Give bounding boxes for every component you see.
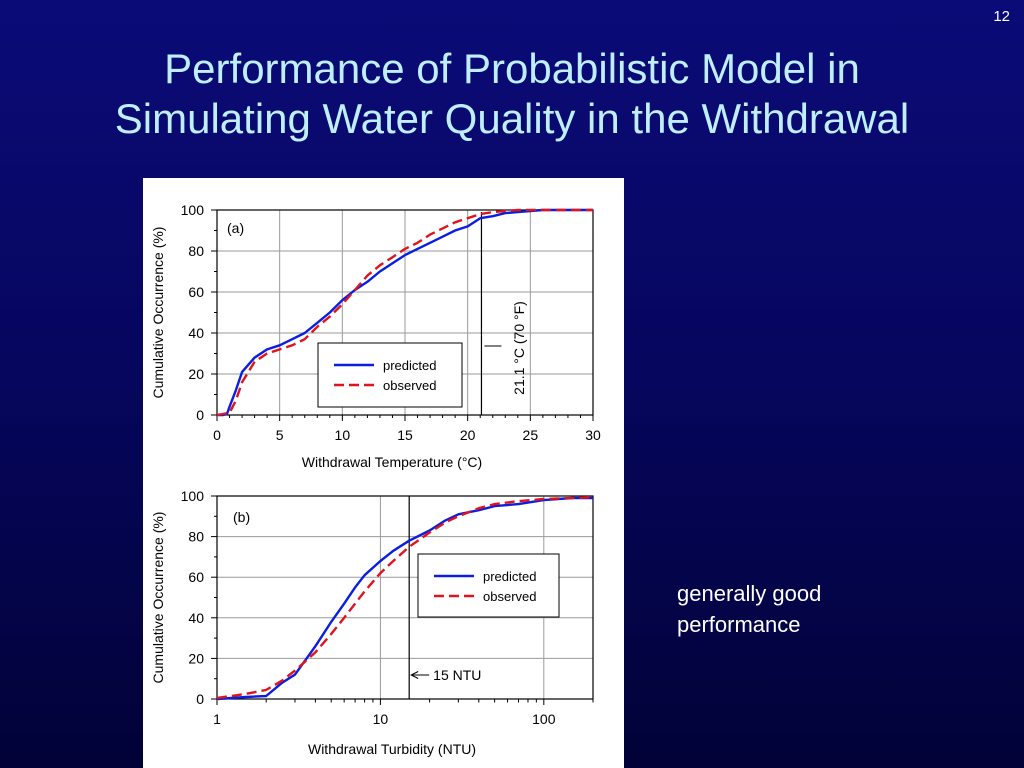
legend-box <box>417 553 560 618</box>
x-axis-label: Withdrawal Turbidity (NTU) <box>308 741 476 757</box>
chart-a: 0 5 10 15 20 25 30 0 20 40 60 80 100 Withdrawal Tempe… <box>150 202 601 470</box>
legend-box <box>317 342 463 408</box>
figure-panel: 0 5 10 15 20 25 30 0 20 40 60 80 100 Withdrawal Tempe… <box>143 178 624 768</box>
y-tick-label: 100 <box>181 488 205 504</box>
panel-label: (a) <box>227 220 244 236</box>
x-tick-label: 30 <box>585 427 601 443</box>
x-tick-label: 1 <box>213 711 221 727</box>
y-tick-label: 20 <box>188 366 204 382</box>
y-tick-label: 20 <box>188 650 204 666</box>
caption-line: performance <box>677 612 801 637</box>
y-tick-label: 80 <box>188 529 204 545</box>
legend-label-observed: observed <box>483 589 536 604</box>
y-tick-label: 40 <box>188 325 204 341</box>
y-tick-label: 80 <box>188 243 204 259</box>
x-tick-label: 20 <box>460 427 476 443</box>
y-tick-label: 0 <box>196 691 204 707</box>
reference-line-label: 15 NTU <box>433 667 481 683</box>
slide-title-line: Performance of Probabilistic Model in <box>164 45 860 92</box>
y-tick-label: 100 <box>181 202 205 218</box>
series-line-observed <box>216 495 594 700</box>
y-tick-label: 0 <box>196 407 204 423</box>
series-line-observed <box>216 208 593 417</box>
x-tick-label: 5 <box>276 427 284 443</box>
slide-title: Performance of Probabilistic Model in Si… <box>0 44 1024 144</box>
series-line-predicted <box>216 496 593 701</box>
y-axis-label: Cumulative Occurrence (%) <box>150 227 166 399</box>
y-axis-label: Cumulative Occurrence (%) <box>150 512 166 684</box>
x-tick-label: 10 <box>373 711 389 727</box>
slide-title-line: Simulating Water Quality in the Withdraw… <box>114 95 910 142</box>
y-tick-label: 60 <box>188 569 204 585</box>
slide-number: 12 <box>993 8 1010 25</box>
legend-label-observed: observed <box>383 378 436 393</box>
y-tick-label: 60 <box>188 284 204 300</box>
x-tick-label: 25 <box>523 427 539 443</box>
x-tick-label: 10 <box>335 427 351 443</box>
caption: generally good performance <box>677 578 897 640</box>
x-tick-label: 15 <box>397 427 413 443</box>
y-tick-label: 40 <box>188 610 204 626</box>
reference-arrow-head <box>410 671 419 679</box>
chart-b: 1 10 100 0 20 40 60 80 100 Withdrawal Turbidity (… <box>150 488 594 757</box>
reference-line-label: 21.1 °C (70 °F) <box>511 301 527 395</box>
x-tick-label: 0 <box>213 427 221 443</box>
series-line-predicted <box>217 208 593 417</box>
panel-label: (b) <box>233 509 250 525</box>
legend-label-predicted: predicted <box>483 569 536 584</box>
caption-line: generally good <box>677 581 822 606</box>
x-tick-label: 100 <box>532 711 556 727</box>
x-axis-label: Withdrawal Temperature (°C) <box>302 454 482 470</box>
legend-label-predicted: predicted <box>383 358 436 373</box>
